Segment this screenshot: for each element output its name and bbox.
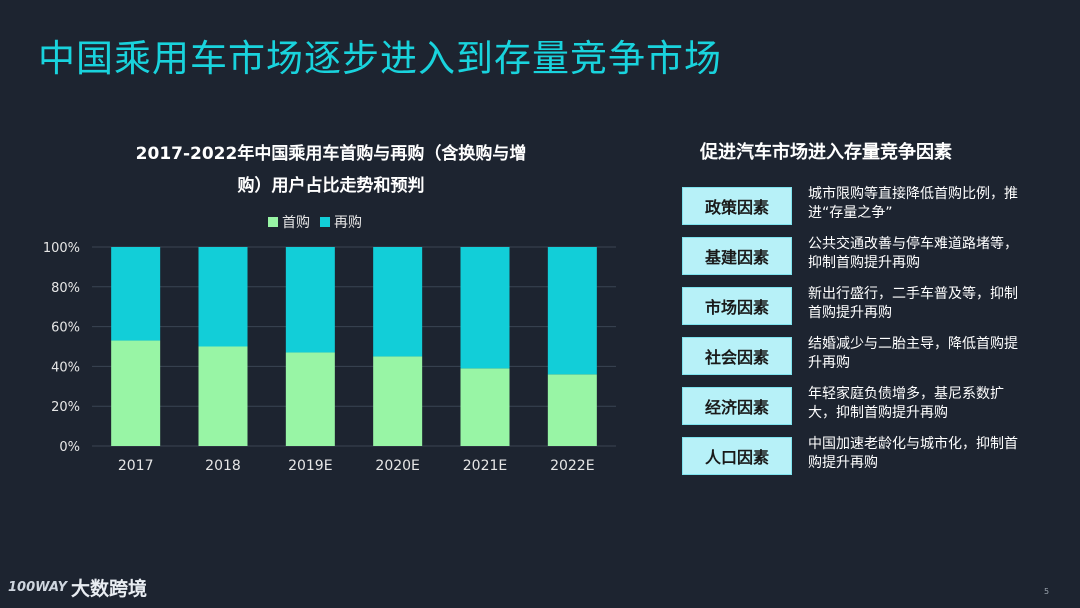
legend-swatch-repurchase: [320, 217, 330, 227]
bar-segment: [198, 346, 248, 446]
x-tick-label: 2017: [118, 458, 154, 474]
bar-segment: [285, 352, 335, 446]
bar-segment: [111, 247, 161, 341]
legend-item-repurchase: 再购: [320, 212, 362, 232]
x-tick-label: 2021E: [463, 458, 507, 474]
chart-legend: 首购 再购: [268, 212, 362, 232]
factor-desc-economic: 年轻家庭负债增多，基尼系数扩大，抑制首购提升再购: [808, 386, 1004, 421]
brand-logo-text: 大数跨境: [71, 578, 148, 600]
y-tick-label: 40%: [51, 360, 80, 375]
chart-title-line1: 2017-2022年中国乘用车首购与再购（含换购与增: [135, 144, 527, 164]
bar-segment: [460, 368, 510, 446]
factor-label-social: 社会因素: [682, 337, 792, 375]
y-tick-label: 60%: [51, 321, 80, 336]
chart-title-line2: 购）用户占比走势和预判: [237, 176, 425, 196]
factor-desc-infrastructure: 公共交通改善与停车难道路堵等，抑制首购提升再购: [808, 236, 1018, 271]
page-number: 5: [1044, 587, 1050, 596]
factor-desc-market: 新出行盛行，二手车普及等，抑制首购提升再购: [808, 286, 1018, 321]
factors-title: 促进汽车市场进入存量竞争因素: [700, 142, 952, 163]
factor-label-market: 市场因素: [682, 287, 792, 325]
x-tick-label: 2019E: [288, 458, 332, 474]
stacked-bar-chart: 0% 20% 40% 60% 80% 100% 2017 2018 2019E 2020E 2021…: [43, 241, 616, 474]
bar-segment: [285, 247, 335, 353]
brand-logo-mark: 100WAY: [8, 580, 67, 595]
factor-desc-policy: 城市限购等直接降低首购比例，推进“存量之争”: [808, 186, 1018, 221]
y-tick-label: 100%: [43, 241, 80, 256]
bar-segment: [460, 247, 510, 369]
bar-segment: [547, 374, 597, 446]
y-tick-label: 0%: [59, 440, 80, 455]
legend-item-first-purchase: 首购: [268, 212, 310, 232]
x-tick-label: 2022E: [550, 458, 594, 474]
bar-segment: [373, 356, 423, 446]
factor-label-policy: 政策因素: [682, 187, 792, 225]
bar-segment: [373, 247, 423, 357]
factor-label-infrastructure: 基建因素: [682, 237, 792, 275]
factor-label-population: 人口因素: [682, 437, 792, 475]
legend-swatch-first-purchase: [268, 217, 278, 227]
chart-title: 2017-2022年中国乘用车首购与再购（含换购与增 购）用户占比走势和预判: [96, 138, 566, 202]
legend-label-first-purchase: 首购: [282, 215, 310, 231]
y-tick-label: 20%: [51, 400, 80, 415]
factor-label-economic: 经济因素: [682, 387, 792, 425]
x-tick-label: 2018: [205, 458, 241, 474]
bar-segment: [198, 247, 248, 347]
factor-desc-social: 结婚减少与二胎主导，降低首购提升再购: [808, 336, 1018, 371]
slide-title: 中国乘用车市场逐步进入到存量竞争市场: [38, 37, 722, 80]
x-tick-label: 2020E: [375, 458, 419, 474]
factor-desc-population: 中国加速老龄化与城市化，抑制首购提升再购: [808, 436, 1018, 471]
bar-segment: [111, 340, 161, 446]
brand-logo: 100WAY 大数跨境: [8, 574, 147, 601]
y-tick-label: 80%: [51, 281, 80, 296]
bar-segment: [547, 247, 597, 375]
legend-label-repurchase: 再购: [334, 215, 362, 231]
